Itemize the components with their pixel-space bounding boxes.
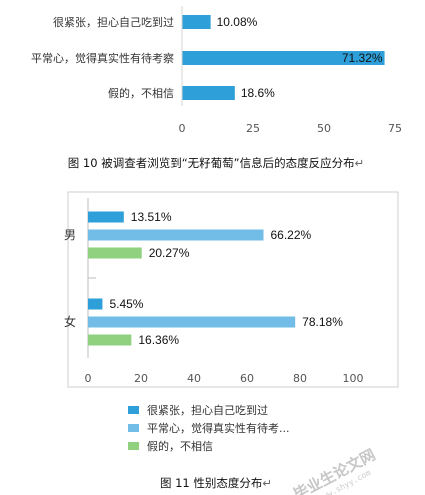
chart-11-bar <box>88 247 142 259</box>
chart-10-bar <box>182 51 385 65</box>
chart-11-bar <box>88 334 132 346</box>
chart-11-tick-label: 0 <box>85 372 92 385</box>
chart-11-value-label: 13.51% <box>131 210 172 224</box>
chart-11-group-labels: 男女 <box>64 228 76 329</box>
chart-11-bar <box>88 298 103 310</box>
chart-11-tick-label: 100 <box>343 372 364 385</box>
chart-10-value-labels: 10.08% 71.32% 18.6% <box>217 15 383 100</box>
chart-11-tick-label: 80 <box>293 372 307 385</box>
chart-11-value-label: 78.18% <box>302 315 343 329</box>
chart-11-legend-swatch <box>128 442 139 450</box>
chart-10-tick-label: 50 <box>317 122 331 135</box>
chart-11-legend-swatch <box>128 406 139 414</box>
chart-10-category-label: 平常心，觉得真实性有待考察 <box>31 51 174 65</box>
chart-11-plot-frame <box>67 191 399 388</box>
chart-11-group-label: 男 <box>64 228 76 242</box>
chart-10-category-label: 假的，不相信 <box>108 86 174 100</box>
figure-10-caption: 图 10 被调查者浏览到“无籽葡萄”信息后的态度反应分布 <box>68 156 355 170</box>
chart-11-tick-label: 40 <box>187 372 201 385</box>
chart-10-bars <box>182 15 385 100</box>
chart-11-bar <box>88 211 124 223</box>
chart-11-tick-label: 60 <box>240 372 254 385</box>
chart-11-value-label: 5.45% <box>109 297 143 311</box>
chart-10-bar <box>182 15 211 29</box>
chart-11-bars <box>88 211 296 346</box>
return-mark-2: ↵ <box>262 476 272 490</box>
chart-11-bar <box>88 316 296 328</box>
return-mark: ↵ <box>355 156 365 170</box>
chart-11: 0 20 40 60 80 100 男女 13.51%66.22%20.27%5.45%7… <box>64 210 364 453</box>
chart-10-value-label: 18.6% <box>241 86 275 100</box>
watermark: 毕业生论文网 www.shyy.com <box>290 446 378 495</box>
chart-10-bar <box>182 86 235 100</box>
figure-11-caption: 图 11 性别态度分布 <box>160 476 262 490</box>
chart-11-value-label: 20.27% <box>149 246 190 260</box>
chart-11-legend-label: 很紧张，担心自己吃到过 <box>147 403 268 417</box>
chart-10-value-label: 71.32% <box>342 51 383 65</box>
chart-11-value-label: 66.22% <box>270 228 311 242</box>
chart-10-tick-label: 25 <box>246 122 260 135</box>
chart-10-x-ticks: 0 25 50 75 <box>179 122 403 135</box>
chart-11-value-label: 16.36% <box>138 333 179 347</box>
svg-text:图 11 性别态度分布↵: 图 11 性别态度分布↵ <box>160 476 272 490</box>
chart-10-category-label: 很紧张，担心自己吃到过 <box>53 15 174 29</box>
chart-11-group-label: 女 <box>64 314 76 329</box>
chart-11-bar <box>88 229 264 241</box>
chart-11-x-ticks: 0 20 40 60 80 100 <box>85 372 364 385</box>
chart-10-value-label: 10.08% <box>217 15 258 29</box>
svg-text:图 10 被调查者浏览到“无籽葡萄”信息后的态度反应分布↵: 图 10 被调查者浏览到“无籽葡萄”信息后的态度反应分布↵ <box>68 156 365 170</box>
chart-11-legend-swatch <box>128 424 139 432</box>
chart-11-value-labels: 13.51% 66.22% 20.27% 5.45% 78.18% 16.36% <box>109 210 343 347</box>
chart-11-legend-label: 假的，不相信 <box>147 439 213 453</box>
chart-11-tick-label: 20 <box>134 372 148 385</box>
chart-10-tick-label: 0 <box>179 122 186 135</box>
chart-10-tick-label: 75 <box>388 122 402 135</box>
chart-11-legend-label: 平常心，觉得真实性有待考... <box>147 421 290 435</box>
